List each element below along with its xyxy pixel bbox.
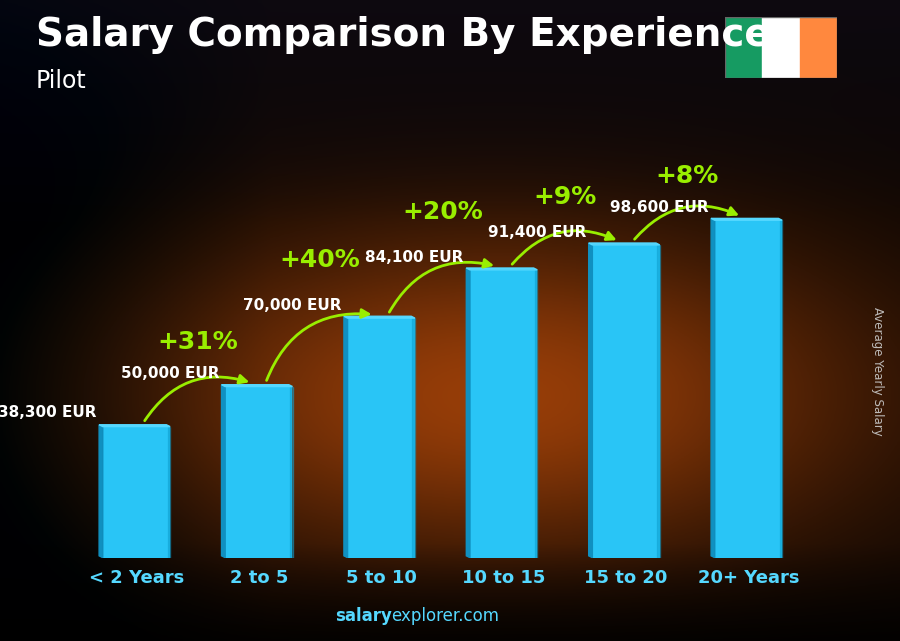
Polygon shape [535, 270, 537, 558]
Polygon shape [711, 219, 782, 221]
Polygon shape [589, 243, 592, 558]
Text: salary: salary [335, 607, 392, 625]
Polygon shape [221, 385, 292, 387]
Polygon shape [344, 316, 415, 318]
Text: Average Yearly Salary: Average Yearly Salary [871, 308, 884, 436]
Text: 50,000 EUR: 50,000 EUR [121, 367, 219, 381]
Text: +31%: +31% [158, 330, 238, 354]
Text: +20%: +20% [402, 199, 482, 224]
Polygon shape [711, 219, 715, 558]
Bar [724, 17, 762, 78]
Text: +9%: +9% [533, 185, 597, 209]
Polygon shape [412, 318, 415, 558]
Polygon shape [99, 425, 170, 427]
Bar [103, 427, 170, 558]
Text: 38,300 EUR: 38,300 EUR [0, 404, 96, 420]
Bar [347, 318, 415, 558]
Bar [592, 245, 660, 558]
Text: 84,100 EUR: 84,100 EUR [365, 250, 464, 265]
Text: Pilot: Pilot [36, 69, 86, 92]
Polygon shape [589, 243, 660, 245]
Text: 91,400 EUR: 91,400 EUR [488, 225, 586, 240]
Text: 98,600 EUR: 98,600 EUR [610, 200, 708, 215]
Polygon shape [779, 221, 782, 558]
Polygon shape [657, 245, 660, 558]
Text: explorer.com: explorer.com [392, 607, 500, 625]
Text: +40%: +40% [280, 248, 360, 272]
Text: Salary Comparison By Experience: Salary Comparison By Experience [36, 16, 770, 54]
Bar [715, 221, 782, 558]
Bar [762, 17, 799, 78]
Polygon shape [167, 427, 170, 558]
Polygon shape [466, 268, 470, 558]
Bar [225, 387, 292, 558]
Polygon shape [344, 316, 347, 558]
Bar [470, 270, 537, 558]
Text: 70,000 EUR: 70,000 EUR [243, 298, 341, 313]
Text: +8%: +8% [655, 163, 719, 188]
Polygon shape [221, 385, 225, 558]
Polygon shape [466, 268, 537, 270]
Polygon shape [99, 425, 103, 558]
Bar [799, 17, 837, 78]
Polygon shape [290, 387, 292, 558]
